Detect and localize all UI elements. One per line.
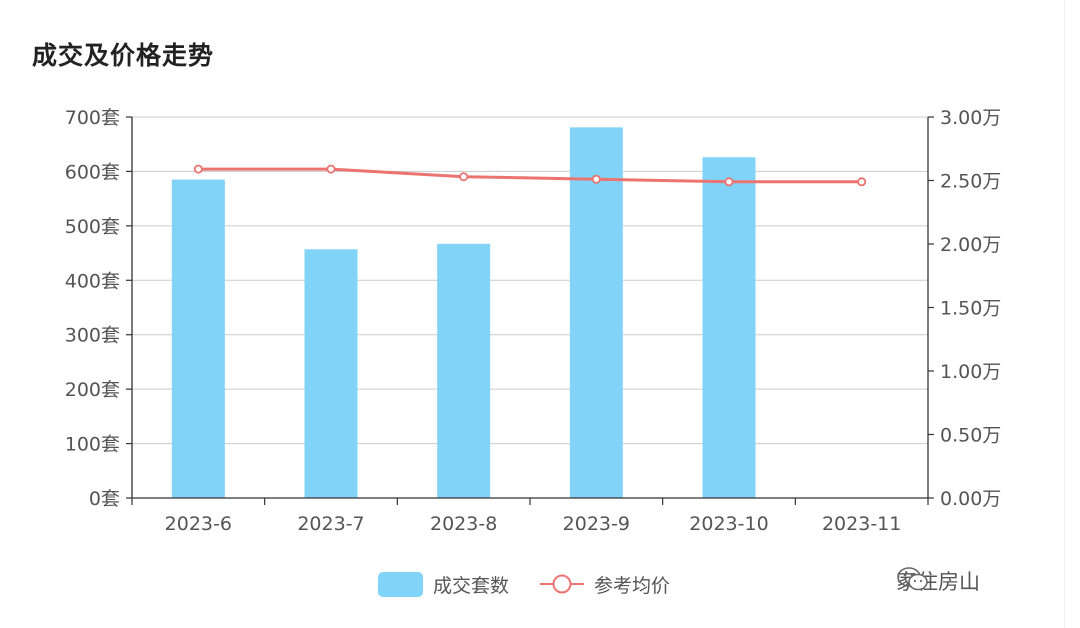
legend-swatch-bar <box>378 572 423 597</box>
price-point <box>857 177 867 187</box>
y-left-tick-label: 0套 <box>89 488 120 510</box>
price-line <box>198 167 862 184</box>
x-tick-label: 2023-10 <box>689 513 768 535</box>
y-right-tick-label: 0.50万 <box>940 425 1001 447</box>
legend-label-line: 参考均价 <box>594 575 670 597</box>
y-left-tick-label: 100套 <box>65 434 120 456</box>
y-left-tick-label: 400套 <box>65 270 120 292</box>
y-left-tick-label: 500套 <box>65 216 120 238</box>
x-tick-label: 2023-9 <box>563 513 630 535</box>
y-right-tick-label: 1.00万 <box>940 361 1001 383</box>
price-point <box>326 164 336 174</box>
y-left-tick-label: 300套 <box>65 325 120 347</box>
y-left-tick-label: 600套 <box>65 161 120 183</box>
price-point <box>193 164 203 174</box>
price-point <box>591 174 601 184</box>
bar <box>171 179 225 499</box>
y-left-tick-label: 200套 <box>65 379 120 401</box>
y-right-tick-label: 3.00万 <box>940 107 1001 129</box>
bar <box>304 249 358 498</box>
y-left-tick-label: 700套 <box>65 107 120 129</box>
legend-swatch-marker <box>552 574 572 594</box>
x-tick-label: 2023-6 <box>165 513 232 535</box>
y-right-tick-label: 0.00万 <box>940 488 1001 510</box>
bar <box>702 157 756 498</box>
y-right-tick-label: 1.50万 <box>940 298 1001 320</box>
wechat-icon <box>897 567 928 591</box>
watermark: 家住房山 <box>896 566 980 596</box>
bar <box>437 243 491 498</box>
price-point <box>724 177 734 187</box>
legend-label-bar: 成交套数 <box>433 575 509 597</box>
x-tick-label: 2023-8 <box>430 513 497 535</box>
x-tick-label: 2023-7 <box>297 513 364 535</box>
chart-title: 成交及价格走势 <box>32 41 215 70</box>
price-point <box>459 172 469 182</box>
bar <box>569 127 623 498</box>
x-tick-label: 2023-11 <box>822 513 901 535</box>
y-right-tick-label: 2.00万 <box>940 234 1001 256</box>
y-right-tick-label: 2.50万 <box>940 171 1001 193</box>
